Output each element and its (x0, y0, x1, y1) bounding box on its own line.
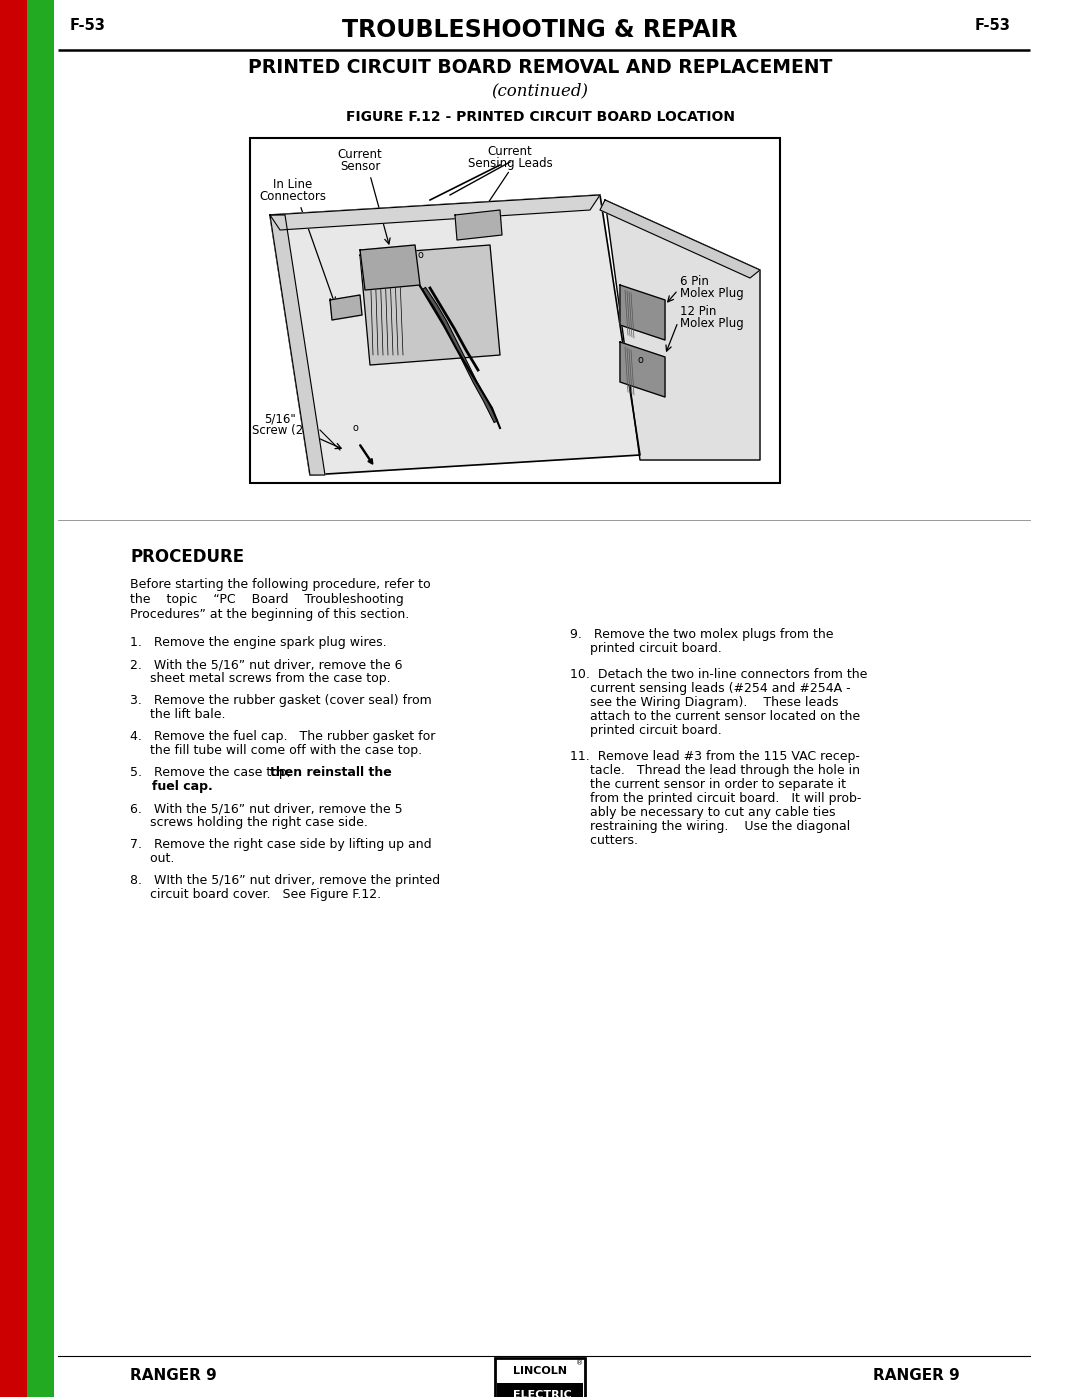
Bar (497, 1383, 583, 1397)
Text: In Line: In Line (273, 177, 312, 191)
Polygon shape (600, 200, 760, 278)
Bar (497, 1361, 583, 1383)
Polygon shape (270, 196, 640, 475)
Text: Return to Master TOC: Return to Master TOC (36, 1045, 45, 1136)
Text: PROCEDURE: PROCEDURE (130, 548, 244, 566)
Text: restraining the wiring.    Use the diagonal: restraining the wiring. Use the diagonal (570, 820, 850, 833)
Text: Current: Current (488, 145, 532, 158)
FancyArrow shape (360, 444, 373, 464)
Text: Current: Current (338, 148, 382, 161)
Text: RANGER 9: RANGER 9 (874, 1368, 960, 1383)
Text: RANGER 9: RANGER 9 (130, 1368, 217, 1383)
Text: Return to Section TOC: Return to Section TOC (9, 443, 18, 536)
Text: Procedures” at the beginning of this section.: Procedures” at the beginning of this sec… (130, 608, 409, 622)
Text: Return to Master TOC: Return to Master TOC (36, 444, 45, 535)
Polygon shape (360, 244, 420, 291)
Text: Molex Plug: Molex Plug (680, 286, 744, 300)
Text: Screw (2): Screw (2) (252, 425, 308, 437)
Text: current sensing leads (#254 and #254A -: current sensing leads (#254 and #254A - (570, 682, 851, 694)
Text: ably be necessary to cut any cable ties: ably be necessary to cut any cable ties (570, 806, 836, 819)
Text: tacle.   Thread the lead through the hole in: tacle. Thread the lead through the hole … (570, 764, 860, 777)
Text: the    topic    “PC    Board    Troubleshooting: the topic “PC Board Troubleshooting (130, 592, 404, 606)
Text: out.: out. (130, 852, 174, 865)
Text: 2.   With the 5/16” nut driver, remove the 6: 2. With the 5/16” nut driver, remove the… (130, 658, 403, 671)
Text: see the Wiring Diagram).    These leads: see the Wiring Diagram). These leads (570, 696, 838, 710)
Text: screws holding the right case side.: screws holding the right case side. (130, 816, 368, 828)
Text: ELECTRIC: ELECTRIC (513, 1390, 571, 1397)
Text: ®: ® (577, 1361, 583, 1366)
Text: then reinstall the: then reinstall the (270, 766, 392, 780)
Text: 4.   Remove the fuel cap.   The rubber gasket for: 4. Remove the fuel cap. The rubber gaske… (130, 731, 435, 743)
Bar (249, 138, 780, 483)
Text: sheet metal screws from the case top.: sheet metal screws from the case top. (130, 672, 391, 685)
Text: F-53: F-53 (974, 18, 1010, 34)
Text: TROUBLESHOOTING & REPAIR: TROUBLESHOOTING & REPAIR (342, 18, 738, 42)
Text: 9.   Remove the two molex plugs from the: 9. Remove the two molex plugs from the (570, 629, 834, 641)
Text: Sensor: Sensor (340, 161, 380, 173)
Text: Before starting the following procedure, refer to: Before starting the following procedure,… (130, 578, 431, 591)
Text: Return to Section TOC: Return to Section TOC (9, 1044, 18, 1137)
Text: o: o (417, 250, 423, 260)
Text: 11.  Remove lead #3 from the 115 VAC recep-: 11. Remove lead #3 from the 115 VAC rece… (570, 750, 860, 763)
Text: 5.   Remove the case top,: 5. Remove the case top, (130, 766, 299, 780)
Polygon shape (605, 200, 760, 460)
Text: 10.  Detach the two in-line connectors from the: 10. Detach the two in-line connectors fr… (570, 668, 867, 680)
Polygon shape (270, 196, 600, 231)
Text: (continued): (continued) (491, 82, 589, 99)
Polygon shape (620, 342, 665, 397)
Text: the fill tube will come off with the case top.: the fill tube will come off with the cas… (130, 745, 422, 757)
Text: circuit board cover.   See Figure F.12.: circuit board cover. See Figure F.12. (130, 888, 381, 901)
Text: 7.   Remove the right case side by lifting up and: 7. Remove the right case side by lifting… (130, 838, 432, 851)
Bar (495, 1358, 585, 1397)
Text: PRINTED CIRCUIT BOARD REMOVAL AND REPLACEMENT: PRINTED CIRCUIT BOARD REMOVAL AND REPLAC… (247, 59, 833, 77)
Text: 6.   With the 5/16” nut driver, remove the 5: 6. With the 5/16” nut driver, remove the… (130, 802, 403, 814)
Polygon shape (455, 210, 502, 240)
Polygon shape (360, 244, 500, 365)
Text: Return to Section TOC: Return to Section TOC (9, 753, 18, 847)
Text: 6 Pin: 6 Pin (680, 275, 708, 288)
Text: Return to Master TOC: Return to Master TOC (36, 754, 45, 845)
Text: Molex Plug: Molex Plug (680, 317, 744, 330)
Text: cutters.: cutters. (570, 834, 638, 847)
Text: LINCOLN: LINCOLN (513, 1365, 567, 1376)
Text: Connectors: Connectors (259, 190, 326, 203)
Text: 8.   WIth the 5/16” nut driver, remove the printed: 8. WIth the 5/16” nut driver, remove the… (130, 875, 441, 887)
Text: F-53: F-53 (70, 18, 106, 34)
Text: FIGURE F.12 - PRINTED CIRCUIT BOARD LOCATION: FIGURE F.12 - PRINTED CIRCUIT BOARD LOCA… (346, 110, 734, 124)
Polygon shape (330, 295, 362, 320)
Text: fuel cap.: fuel cap. (130, 780, 213, 793)
Text: Return to Section TOC: Return to Section TOC (9, 154, 18, 246)
Bar (0, 0, 27, 1397)
Text: o: o (352, 423, 357, 433)
Text: Return to Master TOC: Return to Master TOC (36, 155, 45, 246)
Text: Sensing Leads: Sensing Leads (468, 156, 552, 170)
Text: printed circuit board.: printed circuit board. (570, 724, 721, 738)
Bar (27, 0, 54, 1397)
Polygon shape (620, 285, 665, 339)
Text: printed circuit board.: printed circuit board. (570, 643, 721, 655)
Polygon shape (270, 215, 325, 475)
Text: o: o (637, 355, 643, 365)
Text: 12 Pin: 12 Pin (680, 305, 716, 319)
Text: attach to the current sensor located on the: attach to the current sensor located on … (570, 710, 860, 724)
Text: the current sensor in order to separate it: the current sensor in order to separate … (570, 778, 846, 791)
Text: 5/16": 5/16" (265, 412, 296, 425)
Text: 3.   Remove the rubber gasket (cover seal) from: 3. Remove the rubber gasket (cover seal)… (130, 694, 432, 707)
Text: the lift bale.: the lift bale. (130, 708, 226, 721)
Text: from the printed circuit board.   It will prob-: from the printed circuit board. It will … (570, 792, 862, 805)
Text: 1.   Remove the engine spark plug wires.: 1. Remove the engine spark plug wires. (130, 636, 387, 650)
